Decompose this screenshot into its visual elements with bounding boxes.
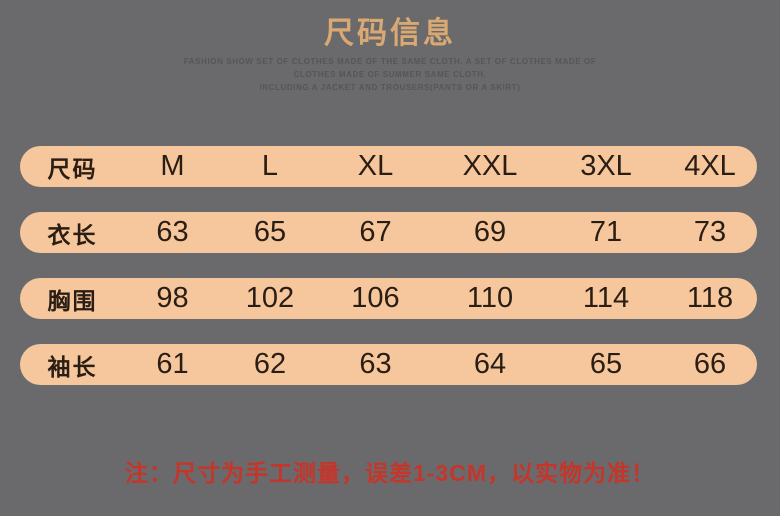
header-cell: 3XL [580, 150, 632, 182]
value-cell: 66 [693, 348, 727, 380]
value-cell: 71 [589, 216, 623, 248]
table-header-row: 尺码 M L XL XXL 3XL 4XL [20, 146, 757, 187]
value-cell: 64 [473, 348, 507, 380]
subtitle-line: FASHION SHOW SET OF CLOTHES MADE OF THE … [183, 57, 597, 66]
header-cell: L [261, 150, 279, 182]
size-table: 尺码 M L XL XXL 3XL 4XL 衣长 63 65 67 69 71 … [20, 146, 757, 410]
subtitle-line: INCLUDING A JACKET AND TROUSERS(PANTS OR… [259, 83, 521, 92]
value-cell: 110 [466, 282, 514, 314]
page-title: 尺码信息 [324, 17, 456, 50]
row-label: 袖长 [47, 353, 98, 380]
table-row-sleeve-length: 袖长 61 62 63 64 65 66 [20, 344, 757, 385]
table-row-chest: 胸围 98 102 106 110 114 118 [20, 278, 757, 319]
header-cell: XL [357, 150, 394, 182]
measurement-note: 注：尺寸为手工测量，误差1-3CM，以实物为准！ [124, 460, 655, 486]
value-cell: 65 [253, 216, 287, 248]
value-cell: 61 [156, 348, 189, 380]
value-cell: 65 [589, 348, 623, 380]
value-cell: 114 [582, 282, 630, 314]
value-cell: 62 [253, 348, 287, 380]
subtitle: FASHION SHOW SET OF CLOTHES MADE OF THE … [0, 55, 780, 94]
value-cell: 63 [156, 216, 189, 248]
value-cell: 63 [359, 348, 392, 380]
row-label: 胸围 [47, 287, 98, 314]
value-cell: 118 [686, 282, 734, 314]
value-cell: 67 [359, 216, 392, 248]
table-row-garment-length: 衣长 63 65 67 69 71 73 [20, 212, 757, 253]
subtitle-line: CLOTHES MADE OF SUMMER SAME CLOTH. [293, 70, 487, 79]
value-cell: 106 [351, 282, 400, 314]
value-cell: 102 [245, 282, 295, 314]
row-label: 衣长 [47, 221, 98, 248]
header-cell: XXL [462, 150, 518, 182]
value-cell: 69 [473, 216, 507, 248]
header-cell: 4XL [684, 150, 736, 182]
value-cell: 73 [693, 216, 727, 248]
header-cell: M [160, 150, 185, 182]
value-cell: 98 [156, 282, 189, 314]
header-cell-size: 尺码 [47, 155, 98, 182]
